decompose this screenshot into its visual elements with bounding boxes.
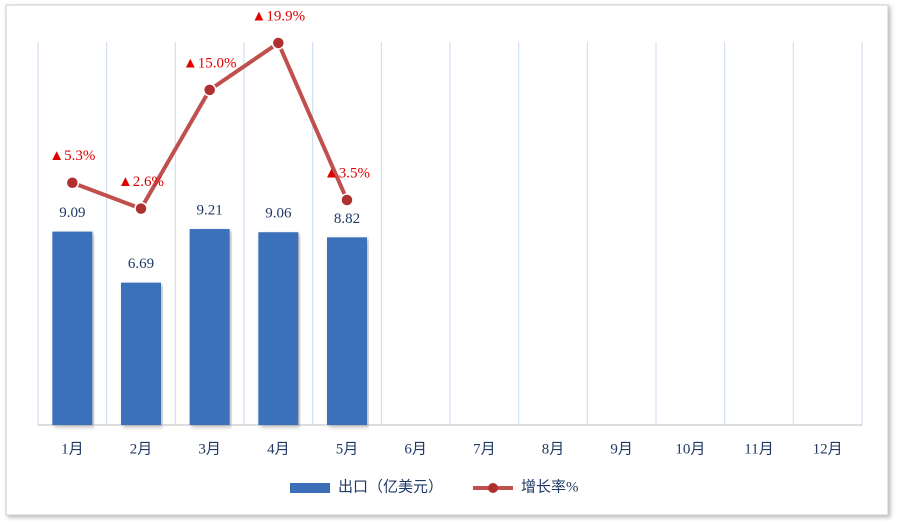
bar [52, 231, 93, 425]
bar [258, 232, 299, 425]
bar-value-label: 9.06 [265, 206, 292, 222]
bar [327, 237, 367, 425]
line-marker [271, 36, 286, 50]
bar-value-label: 9.09 [59, 205, 85, 221]
line-marker [340, 193, 354, 207]
bar-value-label: 6.69 [128, 256, 154, 272]
line-marker [65, 176, 80, 190]
line-value-label: ▲15.0% [183, 55, 237, 71]
x-tick-label: 9月 [610, 441, 633, 457]
x-tick-label: 6月 [404, 441, 427, 457]
x-tick-label: 8月 [542, 441, 565, 457]
x-tick-label: 2月 [130, 441, 153, 457]
legend-label: 出口（亿美元） [338, 478, 443, 495]
x-tick-label: 5月 [336, 441, 359, 457]
line-marker [134, 201, 148, 216]
line-value-label: ▲2.6% [118, 174, 164, 190]
x-tick-label: 7月 [473, 441, 496, 457]
chart-frame [5, 4, 889, 516]
legend-label: 增长率% [521, 478, 579, 495]
x-tick-label: 1月 [61, 441, 84, 457]
x-tick-label: 11月 [744, 441, 773, 457]
x-tick-label: 4月 [267, 441, 290, 457]
bar-value-label: 8.82 [334, 211, 360, 227]
x-tick-label: 3月 [198, 441, 221, 457]
line-value-label: ▲5.3% [49, 148, 95, 164]
bar [189, 229, 230, 425]
bar [121, 282, 161, 425]
line-value-label: ▲19.9% [252, 8, 306, 24]
line-value-label: ▲3.5% [324, 165, 370, 181]
legend-swatch [290, 483, 330, 493]
legend-marker [488, 483, 499, 493]
x-tick-label: 10月 [675, 441, 705, 457]
x-tick-label: 12月 [813, 441, 843, 457]
line-marker [202, 83, 217, 97]
bar-value-label: 9.21 [197, 202, 223, 218]
